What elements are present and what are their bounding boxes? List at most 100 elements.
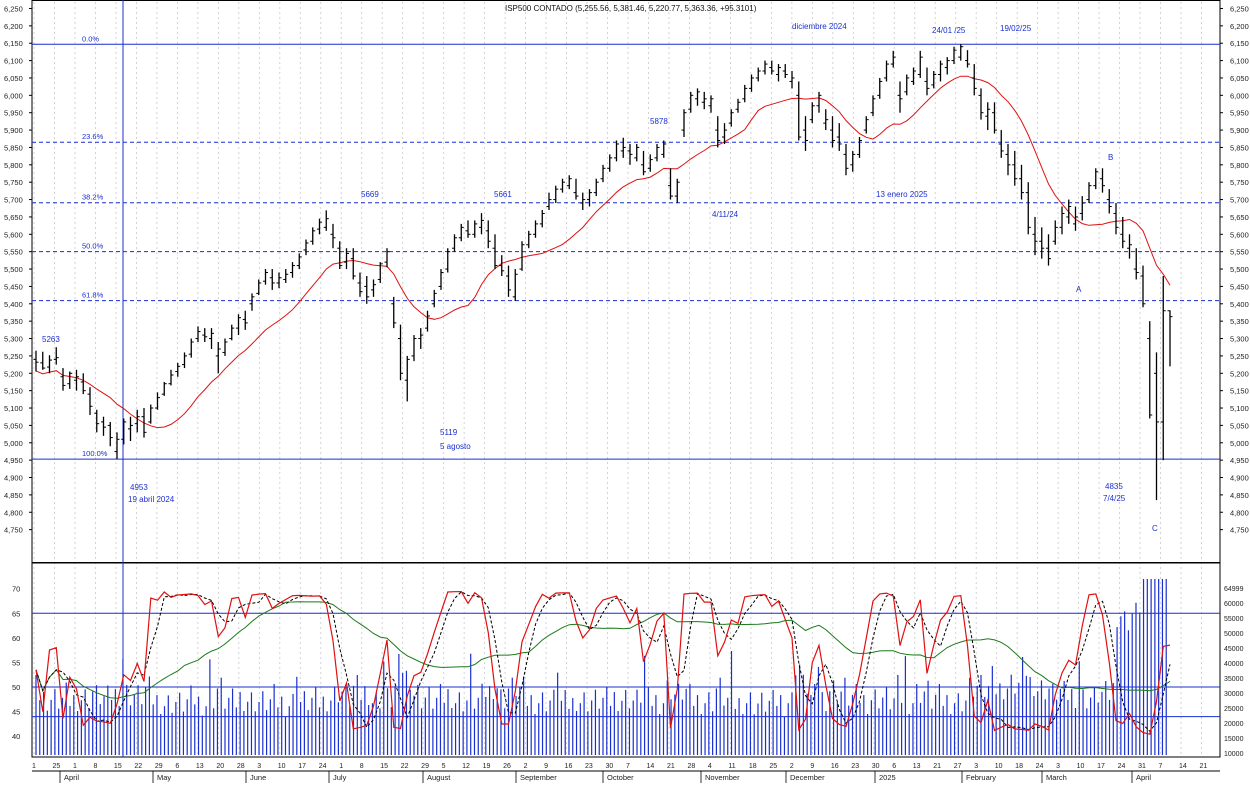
price-bar [816,91,822,113]
price-bar [236,314,241,336]
annotation-4953: 4953 [130,483,148,492]
volume-tick-right: 40000 [1224,661,1244,668]
price-bar [823,109,829,131]
price-tick-right: 5,350 [1230,317,1249,326]
axis-labels: 1 25 1 8 15 22 29 6 13 20 28 3 10 17 24 1 8 15 22 29 5 12 19 26… [4,4,1249,783]
price-bar [1133,248,1139,280]
price-bar [317,218,322,235]
price-bar [735,98,741,113]
price-bar [1066,199,1072,224]
price-bar [485,220,491,249]
price-bar [249,293,255,311]
month-label: December [790,773,825,782]
price-panel-frame [31,0,1221,563]
price-bar [161,381,167,396]
price-bar [607,154,613,172]
price-bar [951,46,957,65]
price-bar [809,102,815,124]
month-label: April [64,773,79,782]
price-bar [290,262,295,278]
day-tick-label: 17 [1097,763,1105,770]
price-bar [1046,234,1051,266]
annotation-diciembre-2024: diciembre 2024 [792,22,847,31]
price-tick-right: 5,750 [1230,178,1249,187]
price-bar [566,175,572,190]
oscillator-lines [32,590,1220,735]
price-bar [614,140,619,162]
day-tick-label: 4 [708,763,712,770]
volume-tick-right: 35000 [1224,676,1244,683]
annotation-label-c: C [1152,524,1158,533]
annotation-5669: 5669 [361,190,379,199]
price-bar [357,272,363,297]
price-bar [533,220,538,238]
price-tick-right: 5,200 [1230,369,1249,378]
price-bar [546,192,552,210]
price-bar [134,409,140,433]
price-bar [776,64,781,82]
price-tick-left: 6,000 [4,91,23,100]
price-bar [1012,150,1018,186]
price-bar [209,328,214,349]
price-bar [971,64,977,96]
price-bar [506,265,511,297]
osc-tick-left: 40 [12,732,20,741]
price-tick-right: 5,250 [1230,352,1249,361]
price-tick-right: 5,300 [1230,335,1249,344]
oscillator-panel-frame [31,562,1221,758]
price-tick-left: 5,500 [4,265,23,274]
month-label: April [1136,773,1151,782]
ma-line [35,75,1171,429]
price-tick-left: 5,550 [4,248,23,257]
price-bar [931,71,937,89]
price-bar [654,143,660,162]
price-bar [965,50,970,68]
price-bar [229,324,235,341]
price-bar [371,279,376,297]
day-tick-label: 24 [319,763,327,770]
price-bar [263,269,268,285]
price-bar [863,116,869,134]
price-bar [492,234,498,270]
price-bar [458,223,464,242]
day-tick-label: 3 [257,763,261,770]
price-bar [1106,189,1112,214]
price-tick-right: 5,950 [1230,109,1249,118]
price-bar [796,81,802,141]
price-bar [404,355,410,402]
day-tick-label: 17 [298,763,306,770]
price-tick-right: 6,000 [1230,91,1249,100]
day-tick-label: 1 [73,763,77,770]
day-tick-label: 21 [667,763,675,770]
price-tick-left: 5,200 [4,369,23,378]
price-bar [904,74,910,96]
price-bar [519,241,525,271]
price-bars [33,44,1173,501]
price-tick-right: 4,950 [1230,456,1249,465]
price-tick-left: 5,150 [4,387,23,396]
price-tick-left: 4,850 [4,491,23,500]
month-label: August [427,773,451,782]
annotation-5-agosto: 5 agosto [440,442,471,451]
price-bar [479,213,484,235]
price-tick-right: 6,250 [1230,4,1249,13]
price-tick-right: 4,800 [1230,508,1249,517]
day-tick-label: 31 [1138,763,1146,770]
price-bar [1086,182,1092,204]
price-bar [857,137,862,158]
price-bar [1140,265,1146,308]
month-label: March [1046,773,1067,782]
day-tick-label: 8 [360,763,364,770]
price-bar [978,88,984,120]
price-bar [80,373,86,395]
price-tick-right: 6,150 [1230,39,1249,48]
price-bar [47,355,52,374]
price-bar [998,130,1004,158]
day-tick-label: 10 [278,763,286,770]
price-bar [701,91,707,110]
annotation-label-b: B [1108,153,1113,162]
price-bar [539,209,545,228]
price-tick-left: 5,250 [4,352,23,361]
price-bar [33,350,39,372]
price-bar [1059,206,1065,235]
